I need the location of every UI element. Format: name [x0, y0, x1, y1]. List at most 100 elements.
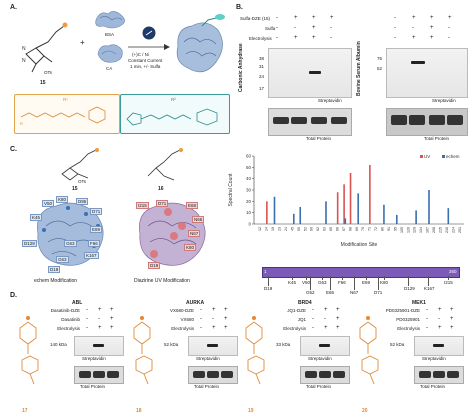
panel-d-kda-label: 140 kDa: [50, 342, 67, 347]
panel-d-gel-band: [221, 371, 233, 378]
b-right-streptavidin-label: Streptavidin: [432, 98, 456, 103]
c-compound-16-label: 16: [158, 186, 164, 192]
panel-d-sign: -: [86, 307, 88, 313]
panel-d-section-title: BRD4: [298, 300, 312, 306]
panel-d-streptavidin-blot: [414, 336, 464, 356]
chart-bar-echem: [293, 213, 295, 224]
sequence-site-label: D71: [374, 290, 383, 295]
b-ladder-right-2: 52: [377, 66, 383, 71]
chart-x-tick-label: 24: [284, 227, 288, 231]
sequence-site-tick: [322, 276, 323, 280]
panel-d-sign: -: [426, 307, 428, 313]
sequence-site-label: V50: [302, 280, 311, 285]
sequence-site-label: I215: [444, 280, 453, 285]
r1-structure: R: [20, 106, 106, 126]
sequence-site-label: K80: [380, 280, 389, 285]
sequence-site-label: E66: [326, 290, 335, 295]
labeled-protein-structure: [176, 14, 225, 73]
chart-x-tick-label: 80: [381, 227, 385, 231]
panel-d-total-protein-label: Total Protein: [80, 384, 106, 389]
panel-d-compound-number: 18: [136, 408, 142, 414]
b-sign: +: [312, 35, 316, 41]
c-compound-15-label: 15: [72, 186, 78, 192]
panel-d-inhibitor-structure: [133, 316, 153, 385]
panel-d-row-label: Electrolysis: [283, 326, 306, 331]
chart-bar-echem: [383, 204, 385, 224]
panel-d-row-label: Dasatinib: [61, 317, 80, 322]
b-sign: -: [330, 25, 332, 31]
panel-d-sign: +: [438, 325, 442, 331]
panel-d-sign: +: [324, 325, 328, 331]
panel-d-band: [319, 344, 330, 347]
b-sign: +: [294, 35, 298, 41]
sequence-site-tick: [330, 276, 331, 290]
chart-x-tick-label: 224: [451, 227, 455, 233]
chart-bar-echem: [357, 193, 359, 224]
chart-x-tick-label: 14: [265, 227, 269, 231]
panel-d-sign: -: [200, 316, 202, 322]
panel-d-sign: -: [86, 325, 88, 331]
b-sign: -: [294, 25, 296, 31]
sequence-end: 260: [449, 269, 457, 274]
chart-bar-uv: [266, 201, 268, 224]
panel-d-total-protein-gel: [188, 366, 238, 384]
echem-residue-label: V50: [42, 200, 55, 207]
sequence-site-label: E69: [362, 280, 371, 285]
b-sign: -: [330, 35, 332, 41]
panel-d-sign: -: [438, 316, 440, 322]
panel-d-streptavidin-label: Streptavidin: [196, 356, 220, 361]
panel-d-sign: +: [450, 307, 454, 313]
panel-d-sign: +: [324, 307, 328, 313]
panel-d-sign: +: [336, 325, 340, 331]
sequence-site-tick: [408, 276, 409, 286]
b-left-total-protein-label: Total Protein: [306, 136, 332, 141]
panel-d-sign: +: [110, 325, 114, 331]
panel-d-section-title: ABL: [72, 300, 83, 306]
chart-x-tick-label: 71: [368, 227, 372, 231]
panel-d-sign: +: [450, 325, 454, 331]
panel-d-inhibitor-structure: [359, 316, 379, 385]
sequence-start: 1: [264, 269, 267, 274]
chart-x-tick-label: 66: [335, 227, 339, 231]
b-row-label-2: Sulfa: [265, 26, 276, 31]
uv-residue-label: E68: [186, 202, 199, 209]
echem-caption: echem Modification: [34, 278, 78, 284]
svg-text:N: N: [22, 46, 26, 52]
chart-bar-echem: [299, 207, 302, 224]
ots-label: OTs: [44, 70, 53, 75]
panel-d-section: BRD4 JQ1-DZE - + + JQ1 - - + Electrolysis - + +33 kD…: [236, 300, 350, 418]
panel-d-row-label: PD0325901: [396, 317, 420, 322]
panel-d-sign: +: [110, 307, 114, 313]
b-ladder-left-2: 31: [259, 64, 265, 69]
uv-residue-label: K80: [184, 244, 197, 251]
uv-residue-label: N66: [192, 216, 205, 223]
panel-d-gel-band: [193, 371, 205, 378]
chart-y-axis-label: Spectral Count: [228, 173, 234, 207]
panel-d-sign: +: [224, 307, 228, 313]
echem-residue-label: F66: [88, 240, 100, 247]
b-sign: +: [412, 35, 416, 41]
chart-x-tick-label: 65: [329, 227, 333, 231]
echem-residue-label: D129: [22, 240, 37, 247]
condition-line-1: (+)C / Ni: [132, 52, 149, 57]
panel-d-gel-band: [319, 371, 331, 378]
b-ladder-left-1: 38: [259, 56, 265, 61]
b-ladder-right-1: 76: [377, 56, 383, 61]
chart-y-tick-label: 40: [246, 176, 252, 181]
b-row-label-1: Sulfa-DZE (15): [240, 16, 271, 21]
chart-x-tick-label: 126: [406, 227, 410, 233]
echem-residue-label: D71: [90, 208, 103, 215]
panel-d-section-title: AURKA: [186, 300, 205, 306]
panel-d-label: D.: [10, 292, 17, 299]
panel-d-gel-band: [305, 371, 317, 378]
b-ladder-left-4: 17: [259, 86, 265, 91]
r2-legend-label: R²: [171, 97, 176, 102]
panel-d-compound-number: 17: [22, 408, 28, 414]
panel-d-gel-band: [207, 371, 219, 378]
panel-d-streptavidin-label: Streptavidin: [308, 356, 332, 361]
chart-x-tick-label: 45: [290, 227, 294, 231]
sequence-site-label: D129: [404, 286, 415, 291]
panel-d-total-protein-gel: [300, 366, 350, 384]
b-sign: -: [448, 25, 450, 31]
panel-d-sign: -: [98, 316, 100, 322]
